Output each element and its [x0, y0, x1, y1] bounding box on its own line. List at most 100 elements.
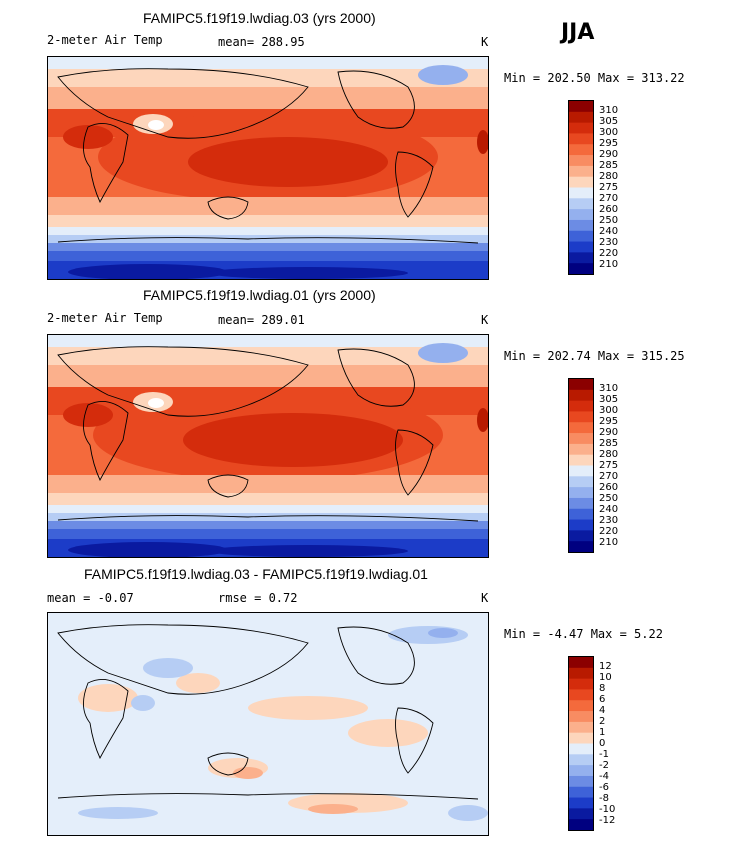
panel-3-cb-label-1: 12: [599, 661, 612, 672]
panel-2-cb-label-2: 305: [599, 394, 619, 405]
colorbar-swatch: [569, 122, 593, 135]
panel-2-cb-label-13: 230: [599, 515, 619, 526]
panel-3-cb-label-10: -2: [599, 760, 609, 771]
panel-2-cb-label-12: 240: [599, 504, 619, 515]
colorbar-swatch: [569, 111, 593, 124]
colorbar-swatch: [569, 101, 593, 113]
panel-1-cb-label-12: 240: [599, 226, 619, 237]
colorbar-swatch: [569, 144, 593, 156]
colorbar-swatch: [569, 400, 593, 413]
panel-1-cb-label-13: 230: [599, 237, 619, 248]
panel-1-units: K: [481, 35, 489, 49]
panel-1-cb-label-9: 270: [599, 193, 619, 204]
panel-1-cb-label-5: 290: [599, 149, 619, 160]
panel-3-map: [47, 612, 489, 836]
panel-3-cb-label-7: 1: [599, 727, 606, 738]
colorbar-swatch: [569, 241, 593, 253]
panel-2-colorbar: [568, 378, 594, 553]
panel-3-cb-label-6: 2: [599, 716, 606, 727]
panel-1-cb-label-10: 260: [599, 204, 619, 215]
colorbar-swatch: [569, 198, 593, 210]
panel-1-cb-label-15: 210: [599, 259, 619, 270]
panel-2-cb-label-3: 300: [599, 405, 619, 416]
panel-1-colorbar: [568, 100, 594, 275]
panel-3-cb-label-12: -6: [599, 782, 609, 793]
panel-1-variable-label: 2-meter Air Temp: [47, 33, 163, 47]
panel-1-map: [47, 56, 489, 280]
panel-2-map: [47, 334, 489, 558]
colorbar-swatch: [569, 700, 593, 712]
colorbar-swatch: [569, 497, 593, 510]
panel-2-cb-label-6: 285: [599, 438, 619, 449]
panel-2-field: [48, 335, 488, 557]
colorbar-swatch: [569, 667, 593, 680]
panel-3-cb-label-9: -1: [599, 749, 609, 760]
colorbar-swatch: [569, 657, 593, 669]
colorbar-swatch: [569, 775, 593, 788]
panel-2-cb-label-4: 295: [599, 416, 619, 427]
panel-1-cb-label-3: 300: [599, 127, 619, 138]
colorbar-swatch: [569, 819, 593, 831]
colorbar-swatch: [569, 454, 593, 467]
panel-3-cb-label-11: -4: [599, 771, 609, 782]
colorbar-swatch: [569, 411, 593, 423]
panel-1-cb-label-8: 275: [599, 182, 619, 193]
panel-1-cb-label-1: 310: [599, 105, 619, 116]
colorbar-swatch: [569, 530, 593, 542]
colorbar-swatch: [569, 754, 593, 766]
colorbar-swatch: [569, 541, 593, 553]
panel-3-cb-label-8: 0: [599, 738, 606, 749]
colorbar-swatch: [569, 765, 593, 777]
colorbar-swatch: [569, 465, 593, 477]
panel-2-cb-label-5: 290: [599, 427, 619, 438]
panel-2-cb-label-14: 220: [599, 526, 619, 537]
colorbar-swatch: [569, 379, 593, 391]
panel-2-cb-label-8: 275: [599, 460, 619, 471]
colorbar-swatch: [569, 797, 593, 809]
colorbar-swatch: [569, 230, 593, 243]
panel-2-cb-label-11: 250: [599, 493, 619, 504]
panel-2-cb-label-1: 310: [599, 383, 619, 394]
panel-1-mean: mean= 288.95: [218, 35, 305, 49]
panel-3-colorbar-swatches: [569, 657, 593, 831]
panel-2-cb-label-15: 210: [599, 537, 619, 548]
panel-3-units: K: [481, 591, 489, 605]
panel-1-cb-label-4: 295: [599, 138, 619, 149]
panel-2-cb-label-10: 260: [599, 482, 619, 493]
panel-1-colorbar-swatches: [569, 101, 593, 275]
season-label: JJA: [561, 20, 595, 45]
panel-3-cb-label-13: -8: [599, 793, 609, 804]
panel-2-title: FAMIPC5.f19f19.lwdiag.01 (yrs 2000): [143, 287, 376, 303]
panel-1-cb-label-11: 250: [599, 215, 619, 226]
colorbar-swatch: [569, 808, 593, 820]
colorbar-swatch: [569, 165, 593, 178]
colorbar-swatch: [569, 176, 593, 189]
panel-2-cb-label-7: 280: [599, 449, 619, 460]
panel-1-cb-label-2: 305: [599, 116, 619, 127]
colorbar-swatch: [569, 508, 593, 521]
colorbar-swatch: [569, 519, 593, 531]
panel-2-mean: mean= 289.01: [218, 313, 305, 327]
panel-2-variable-label: 2-meter Air Temp: [47, 311, 163, 325]
colorbar-swatch: [569, 443, 593, 456]
panel-1-field: [48, 57, 488, 279]
panel-1-cb-label-6: 285: [599, 160, 619, 171]
panel-3-rmse: rmse = 0.72: [218, 591, 298, 605]
panel-2-cb-label-9: 270: [599, 471, 619, 482]
colorbar-swatch: [569, 476, 593, 488]
panel-3-title: FAMIPC5.f19f19.lwdiag.03 - FAMIPC5.f19f1…: [84, 566, 428, 582]
colorbar-swatch: [569, 219, 593, 232]
colorbar-swatch: [569, 689, 593, 701]
panel-3-cb-label-15: -12: [599, 815, 616, 826]
panel-3-cb-label-2: 10: [599, 672, 612, 683]
colorbar-swatch: [569, 732, 593, 745]
panel-3-field: [48, 613, 488, 835]
colorbar-swatch: [569, 263, 593, 275]
panel-2-minmax: Min = 202.74 Max = 315.25: [504, 349, 685, 363]
colorbar-swatch: [569, 187, 593, 199]
panel-2-colorbar-swatches: [569, 379, 593, 553]
colorbar-swatch: [569, 711, 593, 723]
panel-3-cb-label-14: -10: [599, 804, 616, 815]
colorbar-swatch: [569, 133, 593, 145]
panel-3-cb-label-3: 8: [599, 683, 606, 694]
